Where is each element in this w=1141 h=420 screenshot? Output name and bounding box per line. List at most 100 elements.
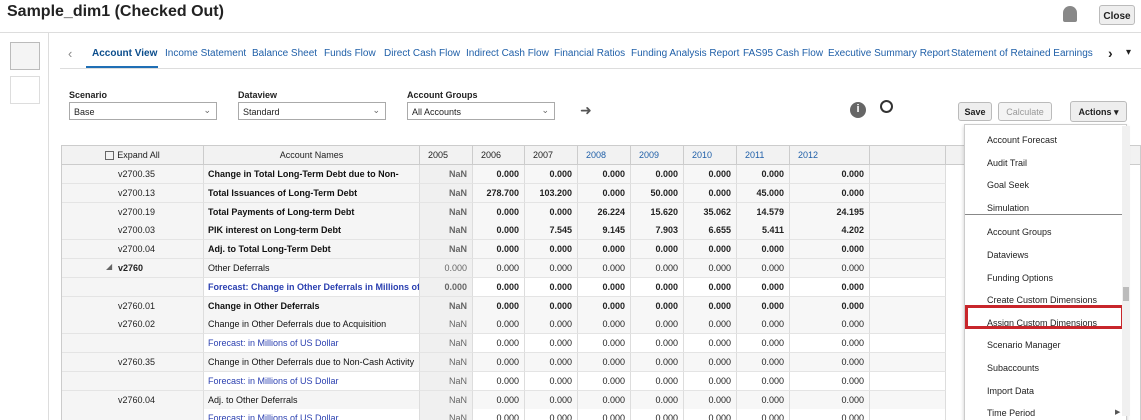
column-header[interactable]: 2006 (473, 146, 525, 165)
value-cell[interactable]: 0.000 (684, 390, 737, 410)
value-cell[interactable]: 0.000 (631, 240, 684, 260)
value-cell[interactable]: 0.000 (473, 221, 525, 241)
value-cell[interactable]: 0.000 (790, 315, 870, 335)
column-header[interactable]: 2010 (684, 146, 737, 165)
value-cell[interactable]: NaN (420, 334, 473, 354)
value-cell[interactable]: 0.000 (737, 165, 790, 184)
value-cell[interactable]: 45.000 (737, 183, 790, 203)
value-cell[interactable]: 5.411 (737, 221, 790, 241)
value-cell[interactable]: 0.000 (525, 409, 578, 420)
menu-item[interactable]: Goal Seek (987, 180, 1030, 191)
value-cell[interactable]: 0.000 (631, 371, 684, 391)
value-cell[interactable]: 0.000 (790, 240, 870, 260)
account-code[interactable]: v2700.35 (118, 169, 156, 179)
calculate-button[interactable]: Calculate (998, 102, 1052, 121)
value-cell[interactable]: NaN (420, 296, 473, 316)
close-button[interactable]: Close (1099, 5, 1135, 25)
menu-item[interactable]: Time Period (987, 408, 1036, 419)
filter-select[interactable]: Standard ⌄ (238, 102, 386, 120)
value-cell[interactable]: 278.700 (473, 183, 525, 203)
value-cell[interactable]: 0.000 (578, 277, 631, 297)
value-cell[interactable]: 0.000 (631, 315, 684, 335)
column-header[interactable]: 2012 (790, 146, 870, 165)
value-cell[interactable]: 0.000 (790, 353, 870, 372)
value-cell[interactable]: 0.000 (473, 315, 525, 335)
account-code[interactable]: v2700.04 (118, 244, 156, 255)
tab[interactable]: Funding Analysis Report (631, 48, 740, 59)
tab[interactable]: Statement of Retained Earnings (951, 48, 1093, 59)
collapse-toggle[interactable]: ◢ (106, 262, 113, 271)
tab-prev[interactable]: ‹ (68, 46, 73, 61)
value-cell[interactable]: NaN (420, 390, 473, 410)
account-code[interactable]: v2760 (118, 263, 144, 273)
value-cell[interactable]: 0.000 (473, 202, 525, 222)
value-cell[interactable]: 0.000 (631, 409, 684, 420)
value-cell[interactable]: 0.000 (525, 240, 578, 260)
tab[interactable]: Income Statement (165, 48, 247, 59)
checkbox[interactable] (105, 151, 115, 161)
value-cell[interactable]: 6.655 (684, 221, 737, 241)
value-cell[interactable]: 0.000 (473, 371, 525, 391)
value-cell[interactable]: 0.000 (525, 277, 578, 297)
menu-item[interactable]: Assign Custom Dimensions (987, 317, 1098, 328)
value-cell[interactable]: NaN (420, 202, 473, 222)
value-cell[interactable]: 0.000 (790, 409, 870, 420)
menu-item[interactable]: Scenario Manager (987, 340, 1061, 351)
column-header[interactable]: 2005 (420, 146, 473, 165)
expand-all[interactable]: Expand All (62, 146, 204, 165)
menu-scrollbar[interactable] (1122, 126, 1130, 416)
value-cell[interactable]: 0.000 (684, 409, 737, 420)
value-cell[interactable]: 0.000 (631, 334, 684, 354)
value-cell[interactable]: 0.000 (631, 165, 684, 184)
info-icon[interactable]: i (850, 102, 866, 118)
value-cell[interactable]: 0.000 (525, 202, 578, 222)
actions-button[interactable]: Actions ▾ (1070, 101, 1127, 122)
value-cell[interactable]: 0.000 (631, 259, 684, 278)
value-cell[interactable]: 0.000 (578, 259, 631, 278)
value-cell[interactable]: 0.000 (578, 165, 631, 184)
value-cell[interactable]: 24.195 (790, 202, 870, 222)
value-cell[interactable]: 0.000 (737, 296, 790, 316)
menu-scroll-thumb[interactable] (1123, 287, 1129, 301)
menu-item[interactable]: Subaccounts (987, 363, 1040, 373)
search-icon[interactable] (880, 100, 893, 113)
value-cell[interactable]: 0.000 (578, 334, 631, 354)
account-code[interactable]: v2760.02 (118, 319, 156, 330)
value-cell[interactable]: NaN (420, 371, 473, 391)
go-arrow[interactable]: ➜ (580, 102, 592, 118)
value-cell[interactable]: 0.000 (737, 315, 790, 335)
value-cell[interactable]: 0.000 (737, 409, 790, 420)
value-cell[interactable]: 0.000 (525, 165, 578, 184)
value-cell[interactable]: 0.000 (420, 277, 473, 297)
value-cell[interactable]: 0.000 (473, 259, 525, 278)
value-cell[interactable]: 0.000 (684, 277, 737, 297)
value-cell[interactable]: 0.000 (578, 409, 631, 420)
tab[interactable]: Account View (92, 48, 158, 59)
value-cell[interactable]: 0.000 (578, 296, 631, 316)
value-cell[interactable]: 0.000 (473, 353, 525, 372)
value-cell[interactable]: 4.202 (790, 221, 870, 241)
value-cell[interactable]: NaN (420, 183, 473, 203)
value-cell[interactable]: 0.000 (737, 259, 790, 278)
value-cell[interactable]: 7.903 (631, 221, 684, 241)
value-cell[interactable]: 0.000 (684, 353, 737, 372)
value-cell[interactable]: 15.620 (631, 202, 684, 222)
value-cell[interactable]: NaN (420, 165, 473, 184)
value-cell[interactable]: 0.000 (578, 353, 631, 372)
value-cell[interactable]: 0.000 (578, 371, 631, 391)
account-code[interactable]: v2760.35 (118, 357, 156, 367)
value-cell[interactable]: 0.000 (737, 371, 790, 391)
chart-view-icon[interactable] (10, 76, 40, 104)
menu-item[interactable]: Create Custom Dimensions (987, 295, 1098, 306)
value-cell[interactable]: 0.000 (525, 334, 578, 354)
account-code[interactable]: v2700.03 (118, 225, 156, 236)
account-code[interactable]: v2700.19 (118, 206, 156, 217)
value-cell[interactable]: 0.000 (684, 183, 737, 203)
menu-item[interactable]: Account Forecast (987, 135, 1058, 145)
value-cell[interactable]: 0.000 (737, 240, 790, 260)
value-cell[interactable]: 0.000 (790, 183, 870, 203)
filter-select[interactable]: Base ⌄ (69, 102, 217, 120)
value-cell[interactable]: NaN (420, 221, 473, 241)
tab[interactable]: Balance Sheet (252, 48, 318, 59)
menu-item[interactable]: Dataviews (987, 250, 1029, 260)
